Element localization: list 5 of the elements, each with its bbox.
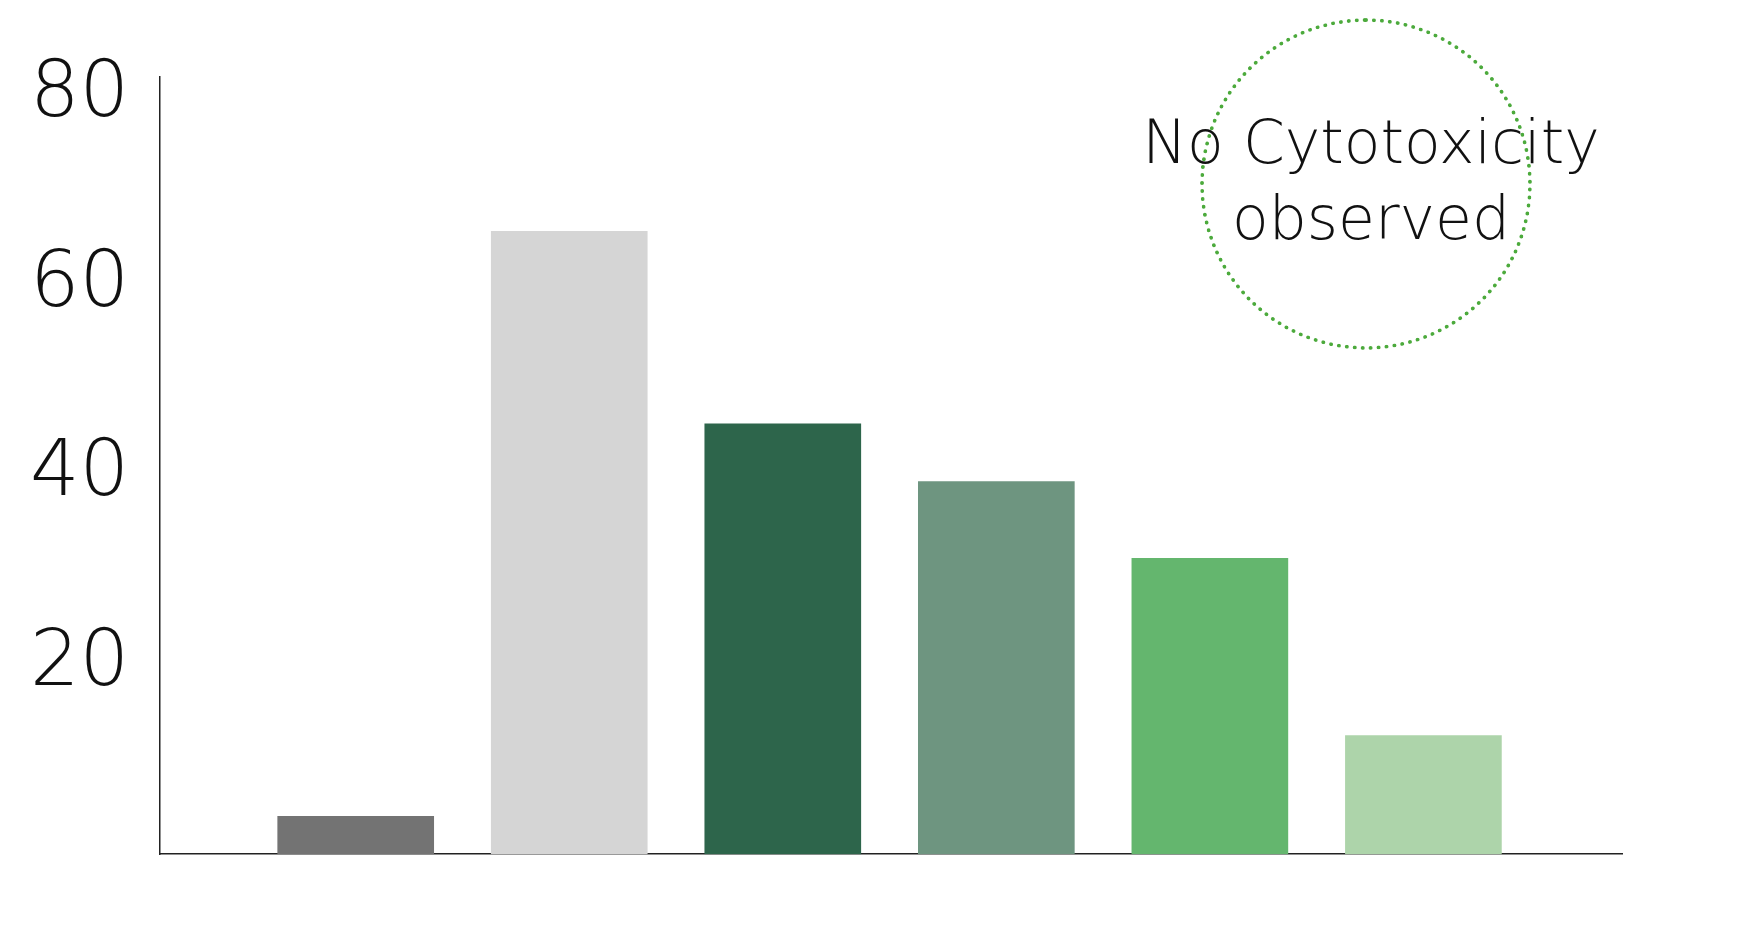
y-tick-label: 80 <box>29 44 130 135</box>
annotation: No Cytotoxicity observed <box>1141 106 1601 255</box>
y-tick-label: 20 <box>29 612 130 703</box>
y-tick-label: 40 <box>29 423 130 514</box>
y-tick-label: 60 <box>29 233 130 324</box>
